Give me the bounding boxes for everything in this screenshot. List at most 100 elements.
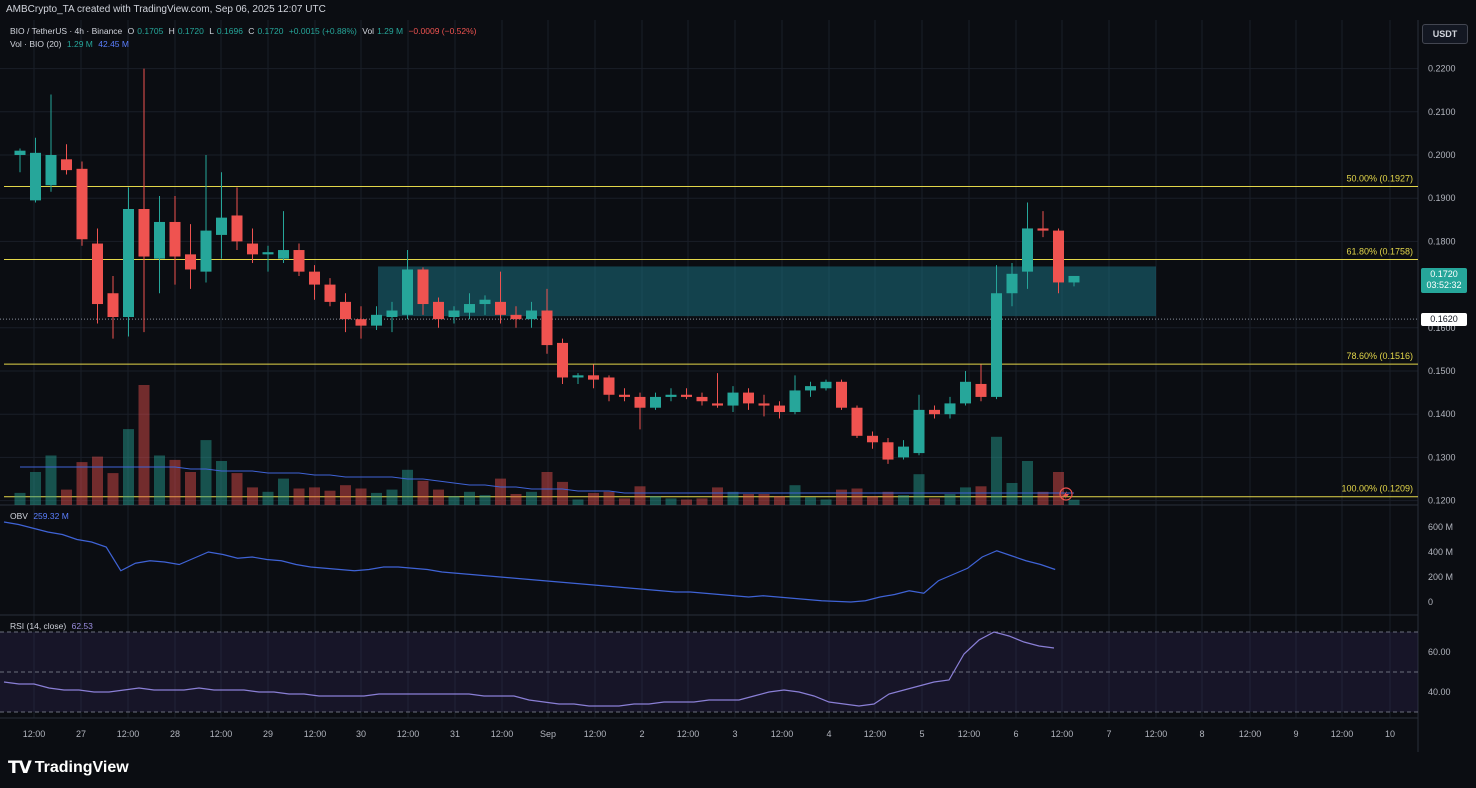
rsi-axis-labels: 60.00 40.00 bbox=[1428, 647, 1451, 697]
candle-body bbox=[216, 217, 227, 235]
fib-label: 78.60% (0.1516) bbox=[1346, 351, 1413, 361]
volume-bar bbox=[758, 494, 770, 505]
obv-indicator-label[interactable]: OBV bbox=[10, 511, 28, 521]
candle-body bbox=[758, 403, 770, 406]
close-label: C bbox=[248, 26, 255, 36]
candle-body bbox=[1053, 230, 1064, 283]
rsi-indicator-value: 62.53 bbox=[71, 621, 93, 631]
chart-canvas[interactable]: 50.00% (0.1927) 61.80% (0.1758) 78.60% (0.… bbox=[0, 0, 1476, 752]
time-tick-label: 12:00 bbox=[23, 729, 46, 739]
obv-polyline bbox=[3, 521, 1056, 603]
candle-body bbox=[789, 390, 801, 413]
rsi-polyline bbox=[3, 631, 1055, 707]
candle-body bbox=[1022, 228, 1033, 272]
volume-bar bbox=[650, 496, 661, 505]
fib-label: 61.80% (0.1758) bbox=[1346, 247, 1413, 257]
candle-body bbox=[696, 396, 708, 402]
time-tick-label: 12:00 bbox=[584, 729, 607, 739]
price-tick-label: 0.1300 bbox=[1428, 452, 1456, 462]
supply-zone[interactable] bbox=[0, 266, 1418, 320]
price-tick-label: 0.1400 bbox=[1428, 409, 1456, 419]
volume-bar bbox=[774, 496, 785, 505]
time-tick-label: 12:00 bbox=[1239, 729, 1262, 739]
candle-body bbox=[1037, 228, 1049, 231]
candle-body bbox=[371, 314, 382, 326]
rsi-line bbox=[3, 631, 1055, 707]
candle-body bbox=[929, 409, 940, 415]
rsi-legend[interactable]: RSI (14, close) 62.53 bbox=[10, 621, 96, 631]
volume-bar bbox=[340, 485, 351, 505]
time-tick-label: 12:00 bbox=[491, 729, 514, 739]
volume-bar bbox=[1006, 483, 1018, 505]
candle-body bbox=[30, 152, 41, 201]
candle-body bbox=[340, 301, 351, 320]
candle-body bbox=[247, 243, 258, 255]
candle-body bbox=[526, 310, 537, 320]
candle-body bbox=[867, 435, 878, 443]
candle-body bbox=[417, 269, 429, 305]
time-tick-label: 12:00 bbox=[1051, 729, 1074, 739]
time-tick-label: 12:00 bbox=[397, 729, 420, 739]
volume-legend[interactable]: Vol · BIO (20) 1.29 M 42.45 M bbox=[10, 39, 132, 49]
vol-change-value: −0.0009 (−0.52%) bbox=[408, 26, 477, 36]
candle-body bbox=[231, 215, 243, 242]
candle-body bbox=[92, 243, 103, 305]
time-axis-labels[interactable]: 12:00 27 12:00 28 12:00 29 12:00 30 12:00 31 12:00… bbox=[23, 729, 1395, 739]
volume-bar bbox=[991, 436, 1002, 505]
candle-body bbox=[464, 304, 475, 313]
volume-bar bbox=[169, 459, 181, 505]
currency-button[interactable]: USDT bbox=[1422, 24, 1468, 44]
time-tick-label: 4 bbox=[826, 729, 831, 739]
candle-body bbox=[309, 271, 320, 285]
obv-indicator-value: 259.32 M bbox=[33, 511, 69, 521]
supply-zone-rect bbox=[378, 266, 1156, 317]
candle-body bbox=[386, 310, 398, 317]
bar-countdown: 03:52:32 bbox=[1426, 280, 1462, 290]
time-tick-label: 12:00 bbox=[1145, 729, 1168, 739]
fib-levels[interactable]: 50.00% (0.1927) 61.80% (0.1758) 78.60% (0.… bbox=[4, 174, 1418, 498]
volume-bar bbox=[743, 494, 754, 505]
tradingview-logo-icon: TV bbox=[8, 758, 32, 778]
volume-bar bbox=[14, 492, 26, 505]
volume-bar bbox=[386, 489, 398, 505]
price-axis-labels[interactable]: 0.2200 0.2100 0.2000 0.1900 0.1800 0.1600 0.15… bbox=[1428, 64, 1456, 506]
tradingview-brand[interactable]: TV TradingView bbox=[8, 758, 129, 778]
time-tick-label: 12:00 bbox=[958, 729, 981, 739]
replay-icon[interactable] bbox=[1059, 487, 1073, 501]
low-value: 0.1696 bbox=[216, 26, 243, 36]
volume-bar bbox=[557, 481, 568, 505]
candle-body bbox=[433, 301, 444, 320]
candle-body bbox=[448, 310, 460, 317]
candle-body bbox=[882, 442, 894, 460]
rsi-indicator-label[interactable]: RSI (14, close) bbox=[10, 621, 67, 631]
volume-indicator-label[interactable]: Vol · BIO (20) bbox=[10, 39, 62, 49]
candle-body bbox=[774, 405, 785, 413]
time-tick-label: 28 bbox=[170, 729, 180, 739]
time-tick-label: 2 bbox=[639, 729, 644, 739]
obv-tick-label: 0 bbox=[1428, 597, 1433, 607]
volume-bar bbox=[696, 498, 708, 505]
candle-body bbox=[960, 381, 971, 404]
change-value: +0.0015 (+0.88%) bbox=[288, 26, 357, 36]
candle-body bbox=[836, 381, 847, 408]
volume-bar bbox=[185, 472, 196, 505]
volume-bar bbox=[634, 486, 646, 505]
symbol-title[interactable]: BIO / TetherUS · 4h · Binance bbox=[10, 26, 123, 36]
rsi-band bbox=[0, 631, 1418, 713]
volume-ma-polyline bbox=[20, 466, 1074, 494]
candle-body bbox=[262, 252, 274, 255]
volume-bar bbox=[231, 473, 243, 505]
time-tick-label: 12:00 bbox=[677, 729, 700, 739]
time-tick-label: 30 bbox=[356, 729, 366, 739]
author-caption: AMBCrypto_TA created with TradingView.co… bbox=[6, 4, 326, 15]
obv-legend[interactable]: OBV 259.32 M bbox=[10, 511, 72, 521]
candle-body bbox=[510, 314, 522, 320]
volume-bar bbox=[913, 474, 925, 505]
volume-bar bbox=[293, 488, 305, 505]
volume-bar bbox=[712, 487, 723, 505]
time-tick-label: 12:00 bbox=[771, 729, 794, 739]
replay-icon-bolt bbox=[1063, 491, 1069, 499]
candle-body bbox=[634, 396, 646, 408]
